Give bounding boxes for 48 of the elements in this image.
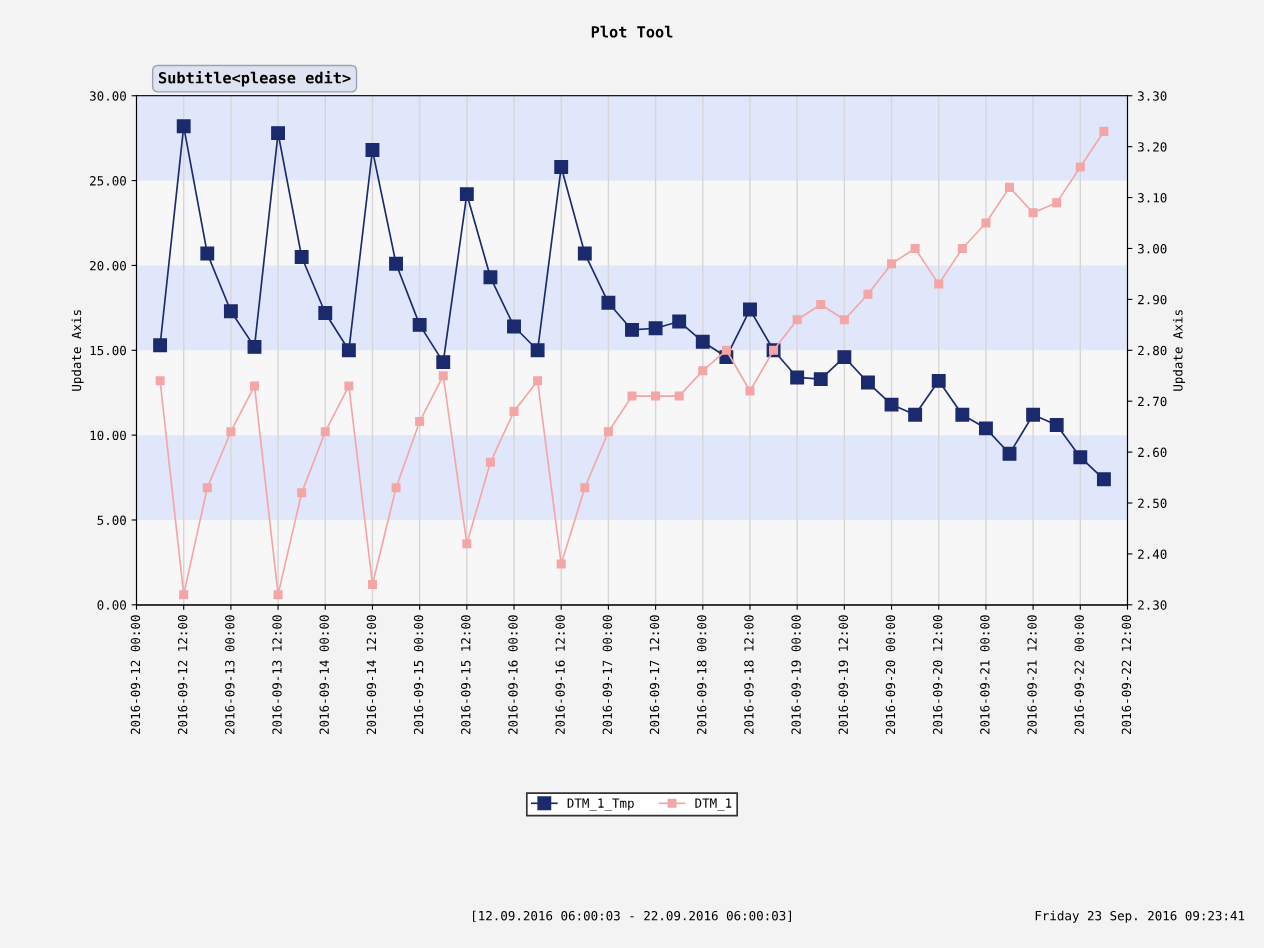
y-tick-label: 25.00 (90, 176, 126, 186)
x-tick-label: 2016-09-22 00:00 (1074, 615, 1084, 735)
y2-tick-label: 2.90 (1138, 294, 1167, 305)
y2-tick-label: 2.50 (1138, 498, 1167, 508)
chart-subtitle: Subtitle<please edit> (158, 70, 351, 87)
y-tick-label: 10.00 (90, 430, 126, 441)
x-tick-label: 2016-09-19 12:00 (838, 615, 849, 735)
legend-label: DTM_1 (695, 798, 732, 811)
x-tick-label: 2016-09-22 12:00 (1121, 615, 1132, 735)
x-tick-label: 2016-09-15 00:00 (413, 615, 424, 735)
y-tick-label: 15.00 (90, 345, 126, 356)
x-tick-label: 2016-09-19 00:00 (791, 615, 801, 735)
x-tick-label: 2016-09-17 00:00 (602, 615, 613, 735)
x-tick-label: 2016-09-16 00:00 (508, 615, 518, 735)
y2-tick-label: 2.80 (1138, 345, 1167, 356)
x-tick-label: 2016-09-17 12:00 (649, 615, 660, 735)
x-tick-label: 2016-09-13 00:00 (225, 615, 235, 735)
y-tick-label: 20.00 (90, 260, 126, 271)
legend-label: DTM_1_Tmp (567, 798, 634, 811)
x-tick-label: 2016-09-14 12:00 (366, 615, 377, 735)
x-tick-label: 2016-09-13 12:00 (272, 615, 282, 735)
x-tick-label: 2016-09-12 12:00 (177, 615, 188, 735)
y2-tick-label: 3.20 (1138, 142, 1167, 152)
y-tick-label: 0.00 (97, 600, 126, 610)
y2-tick-label: 2.30 (1138, 600, 1167, 610)
y-tick-label: 5.00 (97, 515, 126, 525)
y2-axis-title: Update Axis (1172, 310, 1186, 391)
y2-tick-label: 2.60 (1138, 447, 1167, 458)
y2-tick-label: 3.30 (1138, 91, 1167, 101)
x-tick-label: 2016-09-14 00:00 (319, 615, 329, 735)
x-tick-label: 2016-09-16 12:00 (555, 615, 565, 735)
y2-tick-label: 2.40 (1138, 549, 1167, 559)
x-tick-label: 2016-09-18 12:00 (744, 615, 754, 735)
x-tick-label: 2016-09-12 00:00 (130, 615, 141, 735)
y2-tick-label: 3.00 (1138, 243, 1167, 254)
x-tick-label: 2016-09-21 12:00 (1027, 615, 1037, 735)
x-tick-label: 2016-09-15 12:00 (461, 615, 471, 735)
x-tick-label: 2016-09-20 12:00 (932, 615, 943, 735)
chart-title: Plot Tool (591, 25, 673, 38)
x-tick-label: 2016-09-18 00:00 (696, 615, 707, 735)
y2-tick-label: 2.70 (1138, 396, 1167, 407)
y2-tick-label: 3.10 (1138, 193, 1167, 203)
text: Friday 23 Sep. 2016 09:23:41 (1035, 910, 1245, 923)
y-axis-title: Update Axis (71, 310, 84, 391)
text: [12.09.2016 06:00:03 - 22.09.2016 06:00:03] (473, 910, 791, 922)
x-tick-label: 2016-09-21 00:00 (980, 615, 990, 735)
y-tick-label: 30.00 (90, 91, 126, 101)
x-tick-label: 2016-09-20 00:00 (885, 615, 896, 735)
